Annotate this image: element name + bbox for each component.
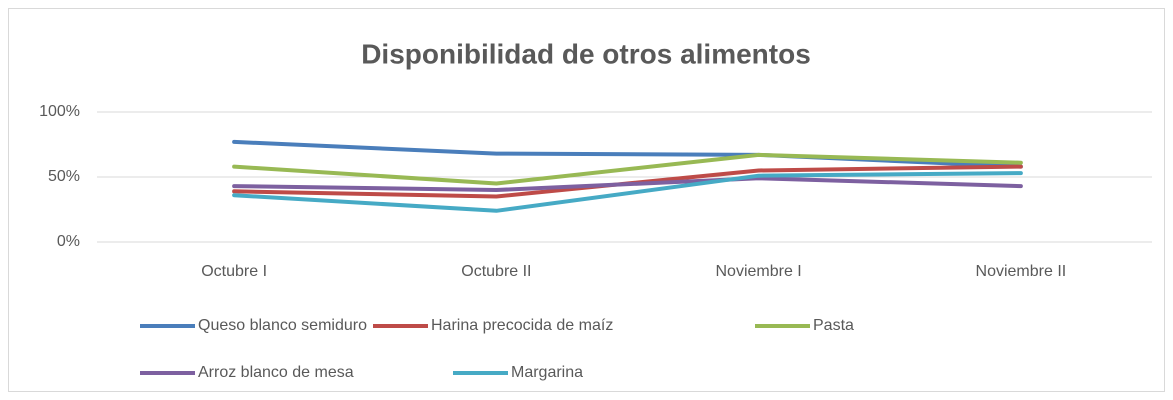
y-tick-label: 100% xyxy=(39,103,80,120)
series-line xyxy=(232,152,1023,186)
legend-label: Queso blanco semiduro xyxy=(198,317,367,334)
y-tick-label: 0% xyxy=(57,233,80,250)
y-tick-label: 50% xyxy=(48,168,80,185)
chart-title: Disponibilidad de otros alimentos xyxy=(361,38,811,69)
x-tick-label: Octubre II xyxy=(461,263,531,280)
legend-label: Pasta xyxy=(813,317,854,334)
series-line xyxy=(232,176,1023,192)
series-line xyxy=(232,171,1023,213)
legend-label: Margarina xyxy=(511,364,583,381)
x-tick-label: Noviembre I xyxy=(716,263,802,280)
legend-label: Arroz blanco de mesa xyxy=(198,364,354,381)
x-tick-label: Noviembre II xyxy=(976,263,1067,280)
legend-label: Harina precocida de maíz xyxy=(431,317,613,334)
x-tick-label: Octubre I xyxy=(201,263,267,280)
